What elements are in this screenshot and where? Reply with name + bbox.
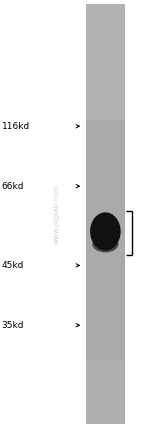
Ellipse shape [90, 212, 121, 250]
Text: 45kd: 45kd [2, 261, 24, 270]
Ellipse shape [92, 236, 118, 253]
Bar [86, 4, 124, 120]
Bar [86, 360, 124, 424]
Text: 116kd: 116kd [2, 122, 30, 131]
Text: www.ptglab.com: www.ptglab.com [54, 184, 60, 244]
Text: 35kd: 35kd [2, 321, 24, 330]
Bar [86, 4, 124, 424]
Text: 66kd: 66kd [2, 181, 24, 191]
